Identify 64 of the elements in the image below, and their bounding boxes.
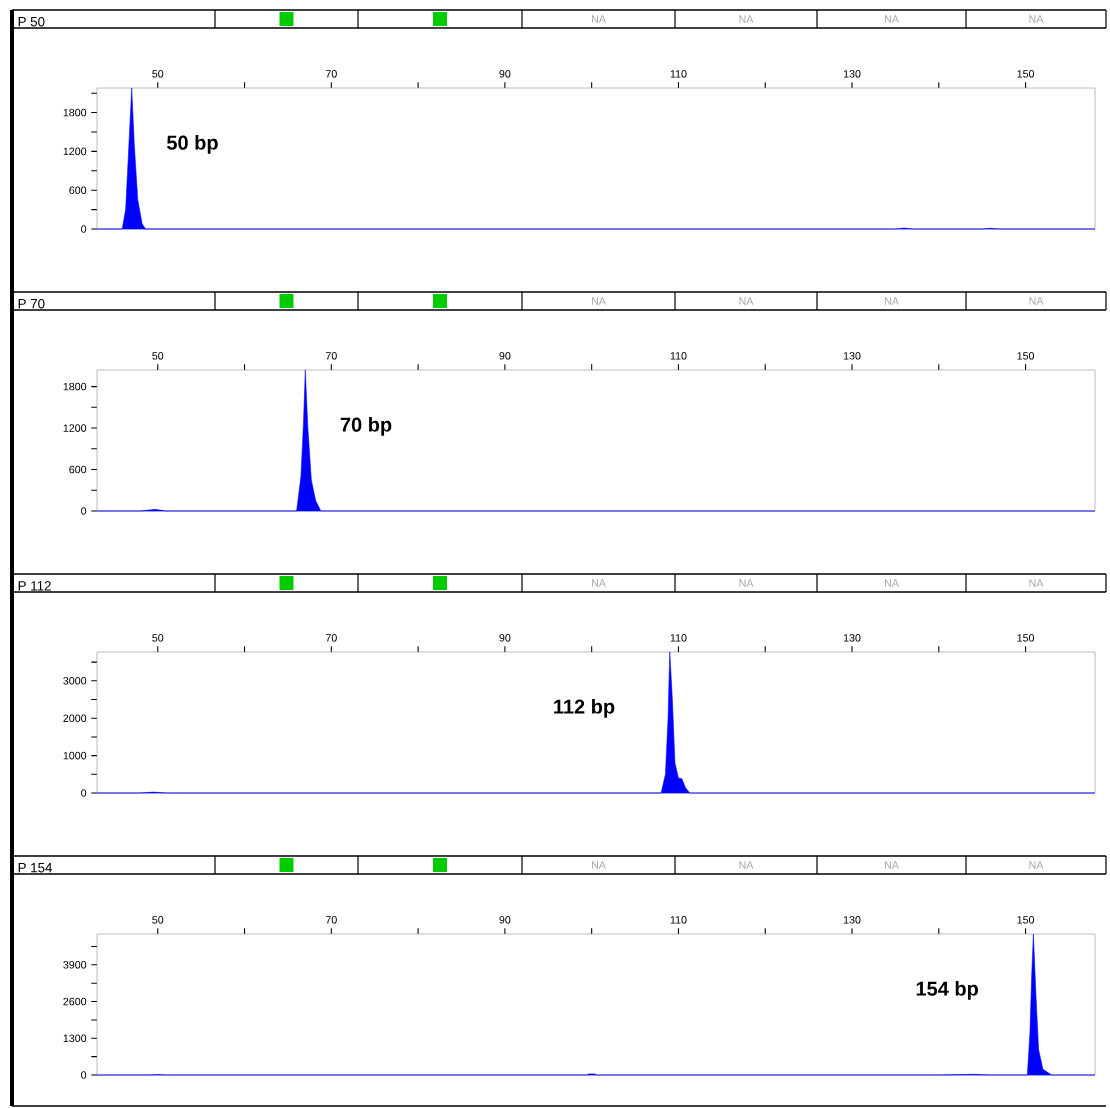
y-tick-label: 600 xyxy=(69,465,87,474)
text: NA xyxy=(739,297,754,305)
y-tick-label: 0 xyxy=(81,1071,87,1079)
chart-title: P 70 xyxy=(18,298,45,309)
x-tick-label: 130 xyxy=(843,70,861,78)
text: NA xyxy=(739,579,754,587)
text: NA xyxy=(591,15,606,23)
annotation: 70 bp xyxy=(340,417,392,436)
y-tick-label: 0 xyxy=(81,789,87,797)
y-tick-label: 1300 xyxy=(63,1034,87,1043)
text: NA xyxy=(1029,579,1044,587)
y-tick-label: 1800 xyxy=(63,108,87,117)
y-tick-label: 0 xyxy=(81,225,87,233)
text: NA xyxy=(591,579,606,587)
x-tick-label: 130 xyxy=(843,634,861,642)
text: NA xyxy=(1029,861,1044,869)
annotation: 112 bp xyxy=(554,699,615,718)
x-tick-label: 90 xyxy=(499,70,511,78)
text: NA xyxy=(884,297,899,305)
x-tick-label: 70 xyxy=(325,916,337,924)
x-tick-label: 150 xyxy=(1017,916,1035,924)
x-tick-label: 110 xyxy=(670,916,687,924)
x-tick-label: 50 xyxy=(152,352,164,360)
y-tick-label: 3900 xyxy=(63,961,87,969)
x-tick-label: 90 xyxy=(499,634,511,642)
text: NA xyxy=(1029,297,1044,305)
x-tick-label: 50 xyxy=(152,70,164,78)
x-tick-label: 90 xyxy=(499,352,511,360)
y-tick-label: 0 xyxy=(81,507,87,515)
x-tick-label: 110 xyxy=(670,70,687,78)
x-tick-label: 150 xyxy=(1017,634,1035,642)
text: NA xyxy=(884,579,899,587)
text: NA xyxy=(884,861,899,869)
text: NA xyxy=(591,297,606,305)
x-tick-label: 50 xyxy=(152,634,164,642)
text: NA xyxy=(739,861,754,869)
chart-title: P 50 xyxy=(18,16,45,27)
chart-title: P 154 xyxy=(18,863,53,873)
y-tick-label: 3000 xyxy=(63,677,87,685)
y-tick-label: 1800 xyxy=(63,382,87,391)
x-tick-label: 70 xyxy=(325,70,337,78)
y-tick-label: 2600 xyxy=(63,997,87,1006)
x-tick-label: 150 xyxy=(1017,70,1035,78)
y-tick-label: 1200 xyxy=(63,147,87,156)
y-tick-label: 1000 xyxy=(63,751,87,760)
annotation: 50 bp xyxy=(167,135,218,154)
chart-title: P 112 xyxy=(18,581,51,591)
text: NA xyxy=(591,861,606,869)
y-tick-label: 2000 xyxy=(63,714,87,722)
x-tick-label: 90 xyxy=(499,916,511,924)
x-tick-label: 70 xyxy=(325,352,337,360)
x-tick-label: 70 xyxy=(325,634,337,642)
y-tick-label: 600 xyxy=(69,186,87,194)
x-tick-label: 110 xyxy=(670,634,687,642)
text: NA xyxy=(739,15,754,23)
x-tick-label: 110 xyxy=(670,352,687,360)
text: NA xyxy=(1029,15,1044,23)
x-tick-label: 130 xyxy=(843,352,861,360)
annotation: 154 bp xyxy=(916,981,978,1000)
x-tick-label: 130 xyxy=(843,916,861,924)
y-tick-label: 1200 xyxy=(63,424,87,432)
x-tick-label: 50 xyxy=(152,916,164,924)
x-tick-label: 150 xyxy=(1017,352,1035,360)
text: NA xyxy=(884,15,899,23)
